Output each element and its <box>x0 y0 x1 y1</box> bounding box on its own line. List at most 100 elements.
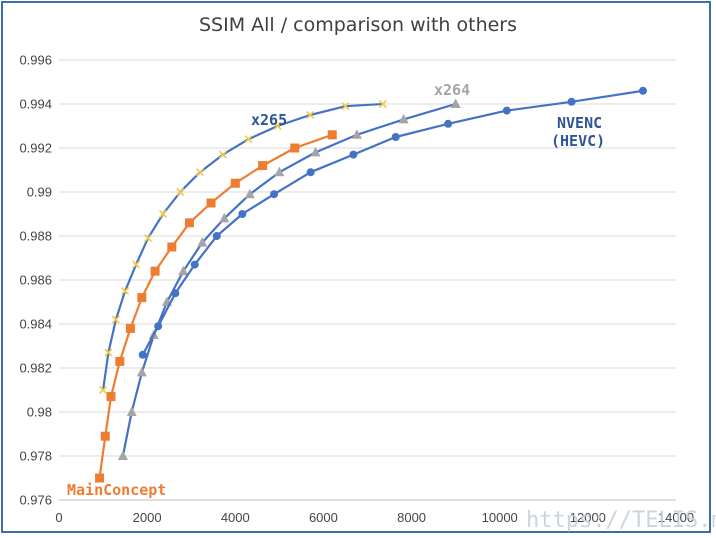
data-point-x-stroke <box>104 348 113 357</box>
annotation-x265: x265 <box>251 111 287 129</box>
series-line <box>102 102 383 391</box>
data-point-x-stroke <box>378 99 387 109</box>
data-point-circle <box>171 289 180 298</box>
annotation-mainconcept: MainConcept <box>67 481 166 499</box>
data-point-circle <box>270 190 279 199</box>
x-tick-label: 10000 <box>482 510 518 525</box>
watermark-text: https://TELIS.me <box>526 508 716 533</box>
data-point-square <box>137 293 147 303</box>
data-point-circle <box>638 86 647 95</box>
x-tick-label: 8000 <box>397 510 426 525</box>
x-tick-labels: 0 2000 4000 6000 8000 10000 12000 14000 <box>55 510 694 525</box>
data-point-circle <box>154 322 163 331</box>
data-point-circle <box>190 260 199 269</box>
data-point-x <box>244 135 253 144</box>
data-point-x <box>104 348 113 357</box>
data-point-x-stroke <box>132 260 141 269</box>
y-tick-label: 0.978 <box>19 449 52 464</box>
y-tick-label: 0.976 <box>19 493 52 508</box>
data-point-square <box>150 266 160 276</box>
data-point-triangle <box>178 265 189 276</box>
data-point-triangle <box>219 212 230 223</box>
y-tick-label: 0.98 <box>27 405 52 420</box>
data-point-x-stroke <box>176 187 185 197</box>
data-point-x <box>273 121 282 131</box>
x-tick-label: 4000 <box>221 510 250 525</box>
y-tick-label: 0.992 <box>19 141 52 156</box>
y-tick-label: 0.99 <box>27 185 52 200</box>
data-point-circle <box>391 133 400 141</box>
y-tick-label: 0.996 <box>19 53 52 68</box>
data-point-square <box>125 323 135 333</box>
data-point-x-stroke <box>306 110 315 120</box>
data-point-circle <box>567 97 576 106</box>
y-tick-label: 0.988 <box>19 229 52 244</box>
x-tick-label: 0 <box>55 510 62 525</box>
data-point-circle <box>502 106 511 115</box>
data-point-square <box>327 130 337 140</box>
x-tick-label: 2000 <box>133 510 162 525</box>
data-point-triangle <box>244 188 255 199</box>
data-point-triangle <box>310 146 321 157</box>
gridlines <box>59 59 676 501</box>
data-point-x <box>158 209 168 219</box>
data-point-x <box>378 99 387 109</box>
series-x265 <box>99 99 387 395</box>
x-tick-label: 12000 <box>570 510 606 525</box>
data-point-x <box>341 102 350 111</box>
y-tick-label: 0.986 <box>19 273 52 288</box>
data-point-triangle <box>136 366 147 377</box>
data-point-square <box>106 392 116 402</box>
data-point-x-stroke <box>218 150 228 159</box>
data-point-x-stroke <box>244 135 253 144</box>
data-point-x <box>121 286 130 296</box>
data-point-square <box>206 198 216 208</box>
data-point-triangle <box>197 237 208 247</box>
data-point-x-stroke <box>341 102 350 111</box>
data-point-x <box>99 385 108 395</box>
x-tick-label: 6000 <box>309 510 338 525</box>
data-point-square <box>100 431 110 441</box>
data-point-triangle <box>117 450 128 460</box>
data-point-x <box>306 110 315 120</box>
y-tick-labels: 0.976 0.978 0.98 0.982 0.984 0.986 0.988 0.99 0.… <box>19 53 52 508</box>
series-group <box>95 86 647 483</box>
data-point-x-stroke <box>111 315 120 324</box>
y-tick-label: 0.982 <box>19 361 52 376</box>
data-point-square <box>167 242 177 252</box>
data-point-x <box>176 187 185 197</box>
data-point-square <box>258 161 268 171</box>
y-tick-label: 0.994 <box>19 97 52 112</box>
data-point-circle <box>238 210 247 218</box>
data-point-square <box>115 356 125 366</box>
data-point-triangle <box>274 166 285 177</box>
data-point-square <box>95 473 105 483</box>
series-x264 <box>117 98 461 460</box>
data-point-triangle <box>126 406 137 416</box>
series-line <box>121 102 456 457</box>
data-point-circle <box>138 350 147 359</box>
series-annotations: x265 x264 NVENC (HEVC) MainConcept <box>67 81 605 499</box>
series-mainconcept <box>95 130 337 483</box>
data-point-triangle <box>398 113 409 124</box>
series-line <box>98 133 333 479</box>
data-point-x <box>111 315 120 324</box>
data-point-circle <box>349 150 358 159</box>
data-point-x <box>143 234 153 243</box>
data-point-square <box>184 218 194 228</box>
data-point-x <box>218 150 228 159</box>
data-point-square <box>290 143 300 153</box>
annotation-hevc: (HEVC) <box>551 132 605 150</box>
annotation-nvenc: NVENC <box>557 114 602 132</box>
series-nvenc-hevc <box>138 86 647 359</box>
data-point-triangle <box>351 129 362 139</box>
data-point-x-stroke <box>143 234 153 243</box>
data-point-circle <box>444 119 453 128</box>
data-point-circle <box>306 168 315 177</box>
annotation-x264: x264 <box>434 81 470 99</box>
data-point-triangle <box>450 98 461 108</box>
series-line <box>141 89 644 356</box>
data-point-x <box>195 168 205 177</box>
x-tick-label: 14000 <box>658 510 694 525</box>
